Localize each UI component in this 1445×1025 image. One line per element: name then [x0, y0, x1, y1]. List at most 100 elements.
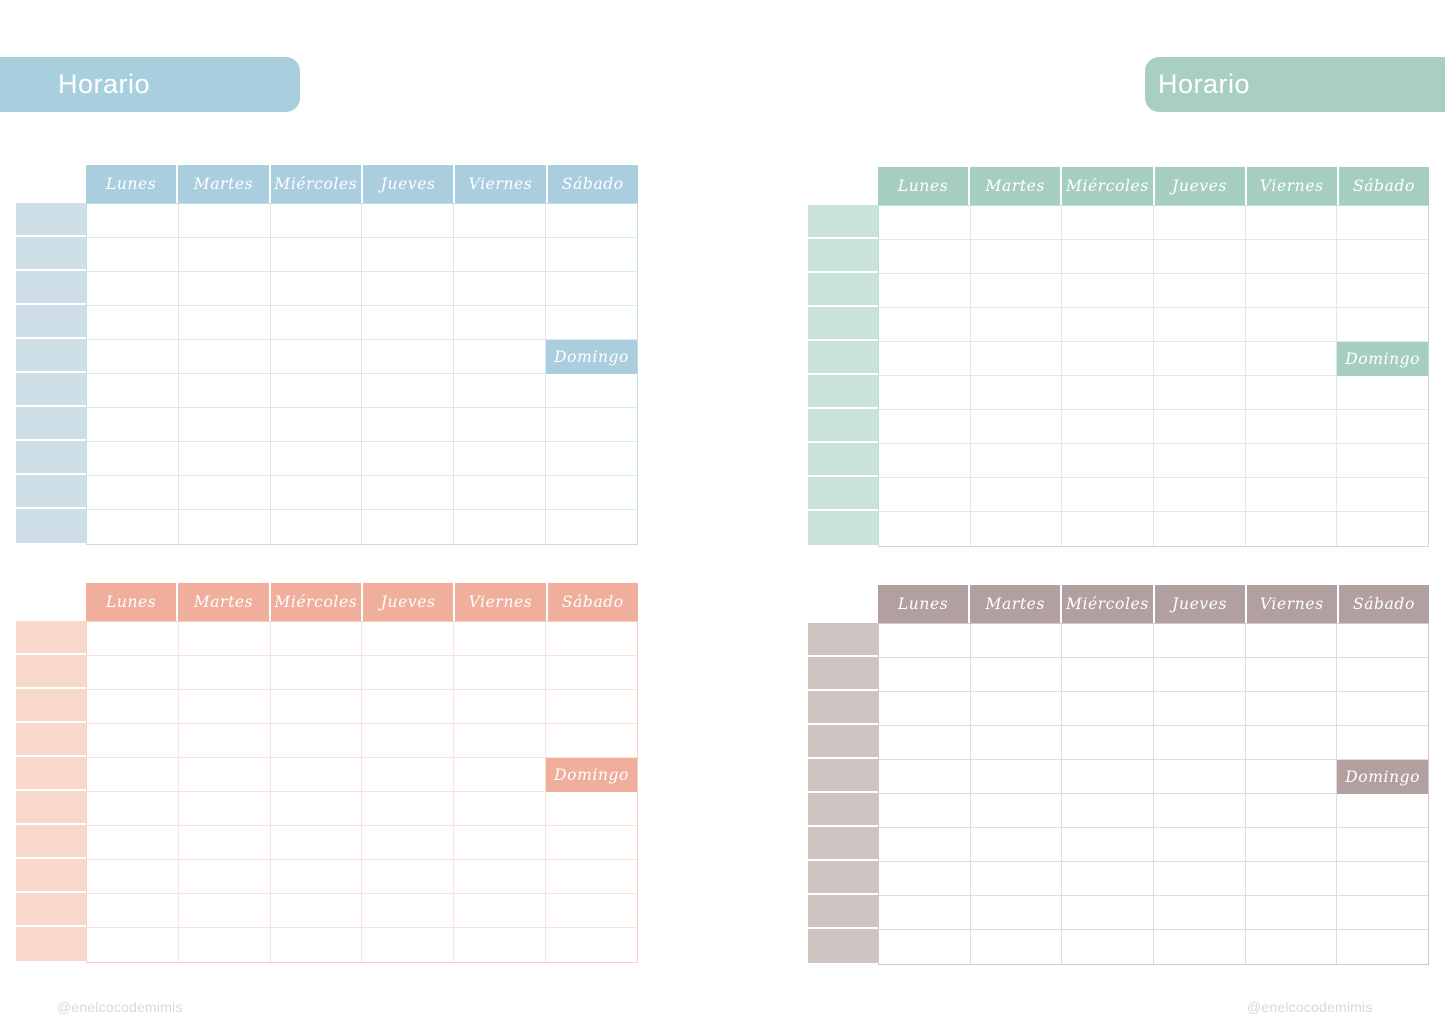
schedule-cell[interactable]	[178, 860, 271, 894]
schedule-cell[interactable]	[178, 758, 271, 792]
time-slot-cell[interactable]	[16, 723, 86, 757]
schedule-cell[interactable]	[362, 204, 455, 238]
schedule-cell[interactable]	[1062, 658, 1155, 692]
schedule-cell[interactable]	[1337, 930, 1429, 964]
schedule-cell[interactable]	[454, 690, 547, 724]
time-slot-cell[interactable]	[808, 273, 878, 307]
time-slot-cell[interactable]	[16, 407, 86, 441]
schedule-cell[interactable]	[87, 442, 179, 476]
schedule-cell[interactable]	[879, 828, 971, 862]
schedule-cell[interactable]	[178, 272, 271, 306]
schedule-cell[interactable]	[546, 476, 637, 510]
schedule-cell[interactable]	[178, 442, 271, 476]
time-slot-cell[interactable]	[808, 511, 878, 545]
schedule-cell[interactable]	[1154, 930, 1246, 964]
schedule-cell[interactable]	[879, 308, 971, 342]
time-slot-cell[interactable]	[808, 861, 878, 895]
schedule-cell[interactable]	[270, 690, 363, 724]
schedule-cell[interactable]	[454, 476, 547, 510]
schedule-cell[interactable]	[1062, 206, 1155, 240]
schedule-cell[interactable]	[970, 410, 1063, 444]
schedule-cell[interactable]	[270, 476, 363, 510]
time-slot-cell[interactable]	[16, 825, 86, 859]
schedule-cell[interactable]	[362, 758, 455, 792]
schedule-cell[interactable]	[1245, 692, 1338, 726]
schedule-cell[interactable]	[1062, 862, 1155, 896]
schedule-cell[interactable]	[270, 826, 363, 860]
schedule-cell[interactable]	[879, 444, 971, 478]
schedule-cell[interactable]	[178, 204, 271, 238]
schedule-cell[interactable]	[1062, 342, 1155, 376]
schedule-cell[interactable]	[1062, 274, 1155, 308]
schedule-cell[interactable]	[362, 374, 455, 408]
schedule-cell[interactable]	[970, 308, 1063, 342]
schedule-cell[interactable]	[270, 374, 363, 408]
schedule-cell[interactable]	[1062, 444, 1155, 478]
schedule-cell[interactable]	[1337, 478, 1429, 512]
time-slot-cell[interactable]	[808, 477, 878, 511]
schedule-cell[interactable]	[270, 758, 363, 792]
time-slot-cell[interactable]	[16, 441, 86, 475]
schedule-cell[interactable]	[546, 928, 637, 962]
schedule-cell[interactable]	[178, 374, 271, 408]
schedule-cell[interactable]	[546, 622, 637, 656]
schedule-cell[interactable]	[1337, 692, 1429, 726]
schedule-cell[interactable]	[1245, 308, 1338, 342]
schedule-cell[interactable]	[1154, 862, 1246, 896]
schedule-cell[interactable]	[270, 306, 363, 340]
schedule-cell[interactable]	[546, 724, 637, 758]
schedule-cell[interactable]	[178, 340, 271, 374]
schedule-cell[interactable]	[270, 272, 363, 306]
time-slot-cell[interactable]	[16, 271, 86, 305]
schedule-cell[interactable]	[87, 690, 179, 724]
schedule-cell[interactable]	[87, 724, 179, 758]
schedule-cell[interactable]	[362, 894, 455, 928]
schedule-cell[interactable]	[178, 238, 271, 272]
schedule-cell[interactable]	[178, 306, 271, 340]
schedule-cell[interactable]	[970, 658, 1063, 692]
schedule-cell[interactable]	[87, 340, 179, 374]
schedule-cell[interactable]	[270, 340, 363, 374]
schedule-cell[interactable]	[1245, 240, 1338, 274]
schedule-cell[interactable]	[270, 238, 363, 272]
schedule-cell[interactable]	[879, 930, 971, 964]
schedule-cell[interactable]	[879, 240, 971, 274]
time-slot-cell[interactable]	[16, 621, 86, 655]
schedule-cell[interactable]	[1245, 410, 1338, 444]
time-slot-cell[interactable]	[16, 475, 86, 509]
schedule-cell[interactable]	[87, 792, 179, 826]
schedule-cell[interactable]	[546, 442, 637, 476]
schedule-cell[interactable]	[970, 862, 1063, 896]
schedule-cell[interactable]	[1154, 308, 1246, 342]
schedule-cell[interactable]	[454, 928, 547, 962]
schedule-cell[interactable]	[454, 792, 547, 826]
schedule-cell[interactable]	[454, 238, 547, 272]
schedule-cell[interactable]	[1154, 794, 1246, 828]
schedule-cell[interactable]	[87, 928, 179, 962]
time-slot-cell[interactable]	[808, 657, 878, 691]
time-slot-cell[interactable]	[16, 509, 86, 543]
time-slot-cell[interactable]	[808, 443, 878, 477]
schedule-cell[interactable]	[270, 656, 363, 690]
schedule-cell[interactable]	[178, 690, 271, 724]
time-slot-cell[interactable]	[808, 895, 878, 929]
schedule-cell[interactable]	[1062, 692, 1155, 726]
schedule-cell[interactable]	[879, 274, 971, 308]
schedule-cell[interactable]	[1062, 930, 1155, 964]
schedule-cell[interactable]	[1245, 760, 1338, 794]
schedule-cell[interactable]	[1245, 726, 1338, 760]
time-slot-cell[interactable]	[16, 339, 86, 373]
schedule-cell[interactable]	[270, 204, 363, 238]
schedule-cell[interactable]	[1337, 726, 1429, 760]
time-slot-cell[interactable]	[808, 929, 878, 963]
schedule-cell[interactable]	[87, 758, 179, 792]
time-slot-cell[interactable]	[808, 307, 878, 341]
schedule-cell[interactable]	[87, 238, 179, 272]
schedule-cell[interactable]	[454, 442, 547, 476]
schedule-cell[interactable]	[454, 860, 547, 894]
schedule-cell[interactable]	[1337, 624, 1429, 658]
schedule-cell[interactable]	[546, 238, 637, 272]
schedule-cell[interactable]	[1154, 206, 1246, 240]
schedule-cell[interactable]	[1154, 760, 1246, 794]
schedule-cell[interactable]	[270, 792, 363, 826]
